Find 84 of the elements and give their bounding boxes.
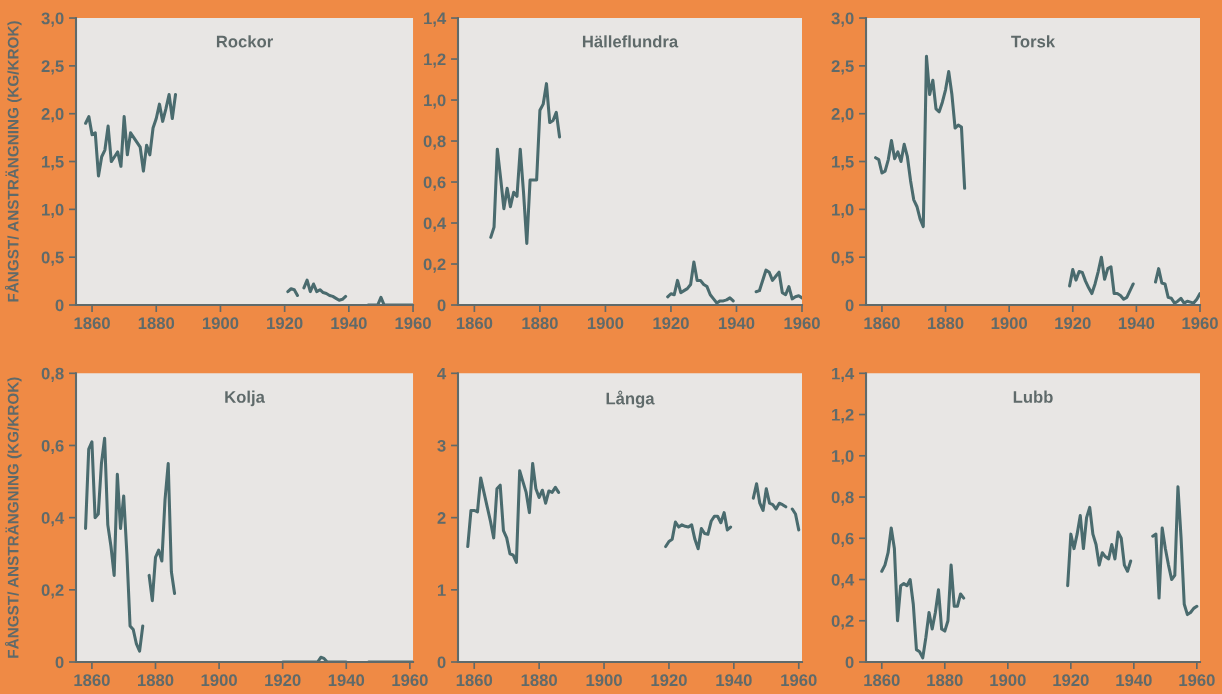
y-tick-label: 0	[845, 299, 854, 312]
x-tick-label: 1900	[202, 317, 239, 330]
text: Lubb	[1013, 390, 1053, 403]
x-tick-label: 1960	[392, 674, 428, 687]
y-tick-label: 0	[55, 656, 64, 669]
y-tick-label: 3,0	[831, 12, 854, 27]
x-tick-label: 1960	[1179, 674, 1215, 687]
y-tick-label: 0,2	[423, 258, 446, 273]
x-tick-label: 1900	[991, 317, 1028, 330]
x-tick-label: 1900	[201, 674, 237, 687]
y-tick-label: 0,2	[831, 615, 854, 630]
y-tick-label: 1,0	[424, 94, 446, 109]
y-tick-label: 1,5	[832, 156, 854, 171]
text: Kolja	[225, 390, 265, 407]
x-tick-label: 1940	[716, 674, 752, 687]
y-tick-label: 2,0	[831, 108, 854, 123]
text: Rockor	[216, 35, 273, 48]
x-tick-label: 1960	[395, 317, 431, 330]
y-tick-label: 0,6	[831, 532, 854, 547]
y-tick-label: 1,4	[424, 12, 447, 27]
x-tick-label: 1920	[267, 317, 303, 330]
text: Hälleflundra	[582, 35, 679, 48]
x-tick-label: 1880	[927, 674, 963, 687]
y-tick-label: 1,4	[832, 367, 855, 382]
y-tick-label: 0,5	[41, 251, 64, 266]
y-tick-label: 1,0	[832, 203, 854, 218]
y-tick-label: 1,2	[424, 53, 446, 68]
y-tick-label: 0	[437, 656, 446, 669]
y-tick-label: 1,0	[832, 450, 854, 465]
x-tick-label: 1900	[990, 674, 1026, 687]
x-tick-label: 1900	[587, 317, 624, 330]
x-tick-label: 1920	[1055, 317, 1091, 330]
x-tick-label: 1920	[651, 674, 687, 687]
y-axis-title: FÅNGST/ ANSTRÄNGNING (KG/KROK)	[4, 377, 22, 658]
x-tick-label: 1960	[781, 674, 817, 687]
x-tick-label: 1860	[456, 317, 493, 330]
y-tick-label: 3,0	[41, 12, 64, 27]
y-tick-label: 0,6	[41, 439, 64, 455]
x-tick-label: 1860	[456, 674, 493, 687]
y-tick-label: 0	[437, 299, 446, 312]
y-tick-label: 0,5	[831, 251, 854, 266]
y-tick-label: 0,4	[41, 512, 65, 527]
y-tick-label: 0,8	[831, 491, 854, 506]
y-tick-label: 0	[55, 299, 64, 312]
y-tick-label: 0,8	[423, 135, 446, 150]
x-tick-label: 1880	[138, 674, 174, 687]
text: Långa	[606, 390, 655, 408]
y-tick-label: 0,4	[423, 217, 447, 232]
x-tick-label: 1900	[586, 674, 622, 687]
x-tick-label: 1920	[1053, 674, 1089, 687]
x-tick-label: 1920	[653, 317, 689, 330]
y-tick-label: 1,5	[42, 156, 64, 171]
x-tick-label: 1940	[331, 317, 367, 330]
x-tick-label: 1860	[864, 317, 900, 330]
x-tick-label: 1880	[928, 317, 964, 330]
x-tick-label: 1920	[265, 674, 301, 687]
text: Torsk	[1011, 35, 1056, 48]
y-tick-label: 2,5	[41, 60, 64, 75]
x-tick-label: 1860	[74, 674, 110, 687]
x-tick-label: 1960	[784, 317, 820, 330]
y-tick-label: 0,4	[831, 573, 855, 589]
y-tick-label: 0,6	[423, 176, 446, 191]
x-tick-label: 1960	[1182, 317, 1218, 330]
y-tick-label: 0,8	[41, 367, 64, 382]
y-tick-label: 3	[437, 439, 446, 452]
y-tick-label: 1	[437, 584, 446, 596]
x-tick-label: 1940	[1116, 674, 1152, 687]
x-tick-label: 1880	[138, 317, 175, 330]
y-tick-label: 2,0	[41, 108, 64, 123]
y-tick-label: 0	[845, 656, 854, 669]
x-tick-label: 1860	[864, 674, 900, 687]
y-tick-label: 4	[437, 367, 447, 380]
x-tick-label: 1940	[328, 674, 365, 687]
x-tick-label: 1880	[522, 317, 558, 330]
x-tick-label: 1940	[1118, 317, 1155, 330]
y-tick-label: 2	[437, 512, 446, 524]
y-tick-label: 2,5	[831, 60, 854, 75]
x-tick-label: 1860	[74, 317, 110, 330]
y-tick-label: 0,2	[41, 584, 64, 599]
x-tick-label: 1880	[521, 674, 557, 687]
y-tick-label: 1,0	[42, 203, 64, 218]
y-tick-label: 1,2	[832, 408, 854, 424]
x-tick-label: 1940	[718, 317, 755, 330]
y-axis-title: FÅNGST/ ANSTRÄNGNING (KG/KROK)	[4, 21, 22, 302]
